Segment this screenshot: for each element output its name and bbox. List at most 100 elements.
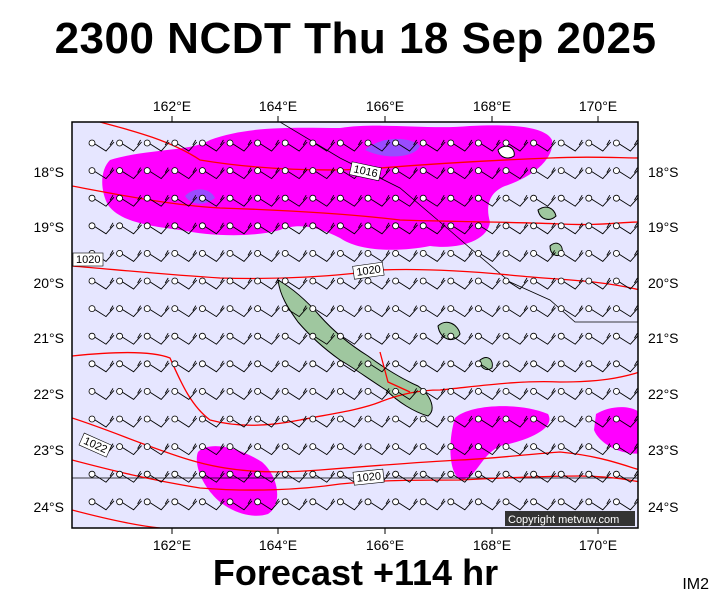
wind-barb-shaft (287, 332, 308, 345)
wind-barb-station (392, 360, 400, 368)
wind-barb-station (171, 415, 179, 423)
wind-barb-shaft (481, 167, 501, 180)
wind-barb-shaft (315, 388, 336, 400)
wind-barb-station (392, 415, 400, 423)
wind-barb-station (502, 332, 510, 340)
wind-barb-station (143, 139, 151, 147)
wind-barb-shaft (453, 139, 474, 152)
wind-barb-station (88, 305, 96, 313)
wind-barb-shaft (287, 139, 308, 152)
wind-barb-shaft (260, 277, 280, 290)
wind-barb-shaft (315, 360, 336, 373)
wind-barb-station (254, 387, 262, 395)
isobar-label-group-2: 1020 (72, 252, 104, 267)
wind-barb-shaft (619, 332, 638, 345)
wind-barb-shaft (398, 470, 418, 483)
wind-barb-station (281, 194, 289, 202)
wind-barb-station (419, 387, 427, 395)
wind-barb-station (613, 194, 620, 202)
wind-barb-station (392, 387, 400, 395)
wind-barb-station (585, 443, 593, 451)
rain-area-southeast (450, 406, 550, 480)
wind-barb-station (447, 387, 455, 395)
wind-barb-shaft (536, 443, 556, 456)
wind-barb-station (226, 332, 234, 340)
wind-barb-station (364, 387, 372, 395)
wind-barb-shaft (481, 194, 501, 207)
wind-barb-station (447, 360, 455, 368)
wind-barb-shaft (149, 332, 170, 345)
wind-barb-station (502, 277, 510, 285)
wind-barb-station (309, 443, 317, 451)
wind-barb-shaft (536, 194, 556, 207)
wind-barb-shaft (122, 388, 142, 400)
wind-barb-station (502, 222, 510, 230)
wind-barb-shaft (315, 332, 336, 345)
wind-barb-shaft (205, 305, 225, 318)
wind-barb-shaft (149, 250, 170, 262)
wind-barb-station (474, 194, 482, 202)
wind-barb-shaft (425, 139, 446, 152)
wind-barb-shaft (177, 415, 198, 428)
wind-barb-shaft (370, 443, 391, 456)
wind-barb-shaft (149, 139, 170, 152)
wind-barb-shaft (536, 415, 556, 428)
wind-barb-shaft (536, 167, 556, 180)
longitude-ticks-bottom: 162°E 164°E 166°E 168°E 170°E (153, 528, 617, 553)
wind-barb-station (336, 139, 344, 147)
wind-barb-station (613, 139, 620, 147)
wind-barb-shaft (94, 415, 115, 428)
wind-barb-station (557, 387, 565, 395)
wind-barb-station (116, 277, 123, 285)
wind-barb-shaft (149, 498, 170, 511)
wind-barb-shaft (425, 360, 446, 373)
wind-barb-station (419, 249, 427, 257)
wind-barb-station (530, 305, 537, 313)
wind-barb-station (226, 139, 234, 147)
wind-barb-station (419, 443, 427, 451)
wind-barb-station (116, 443, 123, 451)
copyright-text: Copyright metvuw.com (508, 514, 619, 526)
wind-barb-station (502, 360, 510, 368)
wind-barb-station (392, 139, 400, 147)
wind-barb-station (198, 305, 206, 313)
wind-barb-station (364, 498, 372, 506)
wind-barb-shaft (453, 305, 474, 318)
wind-barb-station (88, 415, 96, 423)
wind-barb-station (171, 222, 179, 230)
wind-barb-shaft (122, 470, 142, 483)
wind-barb-station (88, 498, 96, 506)
wind-barb-shaft (205, 167, 225, 180)
wind-barb-station (557, 470, 565, 478)
wind-barb-station (530, 194, 537, 202)
wind-barb-station (502, 167, 510, 175)
wind-barb-shaft (205, 250, 225, 262)
wind-barb-shaft (94, 305, 115, 318)
wind-barb-station (530, 332, 537, 340)
wind-barb-shaft (619, 139, 638, 152)
wind-barb-station (309, 277, 317, 285)
wind-barb-shaft (205, 222, 225, 235)
wind-barb-station (254, 194, 262, 202)
wind-barb-shaft (315, 167, 336, 180)
wind-barb-shaft (425, 498, 446, 511)
wind-barb-shaft (536, 139, 556, 152)
wind-barb-shaft (260, 167, 280, 180)
wind-barb-shaft (591, 360, 612, 373)
wind-barb-shaft (619, 470, 638, 483)
wind-barb-shaft (122, 360, 142, 373)
wind-barb-shaft (232, 250, 253, 262)
lat-tick-left: 21°S (33, 330, 64, 346)
lon-tick-bottom: 170°E (579, 537, 617, 553)
wind-barb-shaft (508, 167, 529, 180)
lon-tick-bottom: 166°E (366, 537, 404, 553)
wind-barb-station (419, 415, 427, 423)
wind-barb-station (474, 443, 482, 451)
wind-barb-station (392, 222, 400, 230)
wind-barb-shaft (536, 332, 556, 345)
wind-barb-station (502, 194, 510, 202)
rain-area-north (102, 125, 553, 250)
wind-barb-shaft (536, 277, 556, 290)
wind-barb-station (502, 387, 510, 395)
wind-barb-shaft (232, 332, 253, 345)
